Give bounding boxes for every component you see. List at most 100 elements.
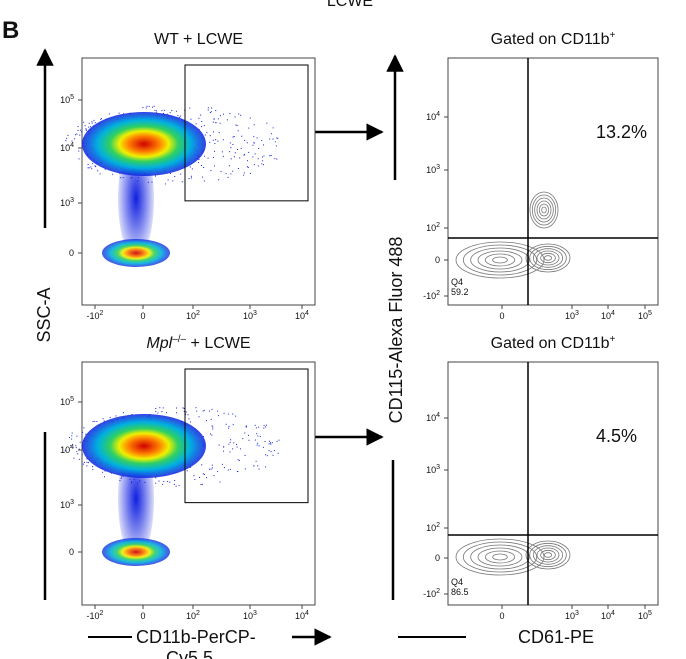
event-dot <box>190 166 191 167</box>
event-dot <box>159 481 160 482</box>
tick-exp: 5 <box>648 610 652 617</box>
event-dot <box>214 143 215 144</box>
event-dot <box>217 141 218 142</box>
tick-base: 10 <box>295 311 305 321</box>
plot-title: Gated on CD11b+ <box>491 30 616 48</box>
event-dot <box>190 119 191 120</box>
event-dot <box>211 469 212 470</box>
event-dot <box>182 407 183 408</box>
event-dot <box>218 415 219 416</box>
event-dot <box>248 440 249 441</box>
event-dot <box>161 110 162 111</box>
event-dot <box>165 183 166 184</box>
tick-base: 10 <box>186 311 196 321</box>
event-dot <box>202 484 203 485</box>
event-dot <box>67 135 68 136</box>
event-dot <box>228 177 229 178</box>
event-dot <box>89 123 90 124</box>
event-dot <box>199 477 200 478</box>
event-dot <box>211 419 212 420</box>
event-dot <box>116 415 117 416</box>
event-dot <box>213 119 214 120</box>
event-dot <box>102 472 103 473</box>
event-dot <box>200 484 201 485</box>
event-dot <box>123 412 124 413</box>
event-dot <box>230 439 231 440</box>
tick-base: 0 <box>435 255 440 265</box>
quadrant-label: Q4 <box>451 277 463 287</box>
event-dot <box>262 156 263 157</box>
event-dot <box>263 155 264 156</box>
tick-base: 10 <box>295 611 305 621</box>
event-dot <box>88 167 89 168</box>
event-dot <box>230 469 231 470</box>
event-dot <box>248 435 249 436</box>
tick-base: 10 <box>601 311 611 321</box>
event-dot <box>258 427 259 428</box>
tick-label: 102 <box>186 310 200 321</box>
event-dot <box>86 128 87 129</box>
event-dot <box>219 482 220 483</box>
event-dot <box>257 445 258 446</box>
event-dot <box>266 425 267 426</box>
event-dot <box>91 168 92 169</box>
event-dot <box>89 167 90 168</box>
event-dot <box>243 175 244 176</box>
event-dot <box>198 416 199 417</box>
tick-label: 104 <box>60 142 74 153</box>
tick-label: 103 <box>243 610 257 621</box>
tick-exp: 3 <box>436 464 440 471</box>
event-dot <box>227 119 228 120</box>
tick-base: 0 <box>140 611 145 621</box>
event-dot <box>196 123 197 124</box>
event-dot <box>244 155 245 156</box>
event-dot <box>218 179 219 180</box>
quadrant-value: 86.5 <box>451 587 469 597</box>
event-dot <box>76 134 77 135</box>
event-dot <box>255 425 256 426</box>
event-dot <box>250 173 251 174</box>
event-dot <box>73 458 74 459</box>
event-dot <box>229 113 230 114</box>
event-dot <box>157 413 158 414</box>
event-dot <box>250 118 251 119</box>
event-dot <box>276 145 277 146</box>
event-dot <box>235 152 236 153</box>
tick-label: 102 <box>426 222 440 233</box>
event-dot <box>210 170 211 171</box>
tick-label: 103 <box>565 610 579 621</box>
event-dot <box>213 140 214 141</box>
event-dot <box>206 132 207 133</box>
event-dot <box>170 173 171 174</box>
event-dot <box>257 465 258 466</box>
event-dot <box>81 131 82 132</box>
event-dot <box>239 157 240 158</box>
plot-title: Mpl–/– + LCWE <box>146 334 250 352</box>
event-dot <box>237 471 238 472</box>
event-dot <box>155 411 156 412</box>
tick-exp: 2 <box>100 610 104 617</box>
event-dot <box>221 171 222 172</box>
tick-label: 105 <box>60 396 74 407</box>
event-dot <box>161 411 162 412</box>
event-dot <box>228 428 229 429</box>
event-dot <box>78 151 79 152</box>
event-dot <box>213 157 214 158</box>
density-blob <box>82 112 206 176</box>
tick-base: 10 <box>186 611 196 621</box>
event-dot <box>215 139 216 140</box>
event-dot <box>164 110 165 111</box>
tick-exp: 2 <box>436 290 440 297</box>
event-dot <box>79 158 80 159</box>
event-dot <box>271 451 272 452</box>
tick-exp: 2 <box>436 588 440 595</box>
event-dot <box>256 433 257 434</box>
event-dot <box>232 448 233 449</box>
event-dot <box>156 110 157 111</box>
event-dot <box>267 455 268 456</box>
event-dot <box>176 408 177 409</box>
title-text: Gated on CD11b <box>491 31 610 48</box>
tick-base: 10 <box>565 611 575 621</box>
event-dot <box>244 140 245 141</box>
